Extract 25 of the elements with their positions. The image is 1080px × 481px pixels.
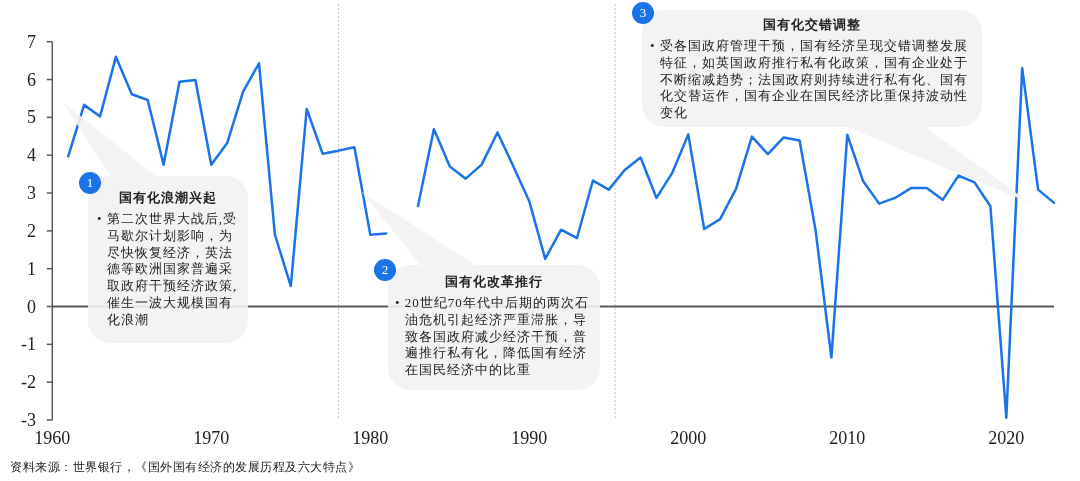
y-tick-label: 7 [27,31,36,52]
y-tick-label: 1 [27,258,36,279]
text: 国有化交错调整 [763,17,861,32]
x-tick-label: 1990 [511,428,548,448]
x-tick-label: 2010 [829,428,866,448]
annotation: 国有化改革推行 [444,273,544,291]
annotation: • 20世纪70年代中后期的两次石油危机引起经济严重滞胀，导致各国政府减少经济干预，普遍推行私有化，降低国有经济在国民经济中的比重 [395,295,590,379]
y-tick-label: 6 [27,69,36,90]
y-tick-label: 0 [27,296,36,317]
y-tick-label: -3 [21,410,36,430]
y-tick-label: -2 [21,372,36,393]
y-tick-label: -1 [21,334,36,355]
annotation: • 受各国政府管理干预，国有经济呈现交错调整发展特征，如英国政府推行私有化政策，国有企业处于不断缩减趋势；法国政府则持续进行私有化、国有化交替运作，国有企业在国民经济比重保持波动性变化 [650,38,969,122]
y-tick-label: 3 [27,183,36,204]
annotation: 国有化浪潮兴起 [118,189,218,207]
x-tick-label: 1980 [352,428,389,448]
y-tick-label: 5 [27,107,36,128]
y-tick-label: 2 [27,220,36,241]
x-tick-label: 2020 [988,428,1025,448]
x-tick-label: 2000 [670,428,707,448]
x-tick-label: 1970 [193,428,230,448]
y-tick-label: 4 [27,145,36,166]
x-tick-label: 1960 [34,428,71,448]
text: 资料来源：世界银行，《国外国有经济的发展历程及六大特点》 [10,459,360,476]
annotation: • 第二次世界大战后,受马歇尔计划影响，为尽快恢复经济，英法德等欧洲国家普遍采取政府干预经济政策,催生一波大规模国有化浪潮 [97,211,239,329]
